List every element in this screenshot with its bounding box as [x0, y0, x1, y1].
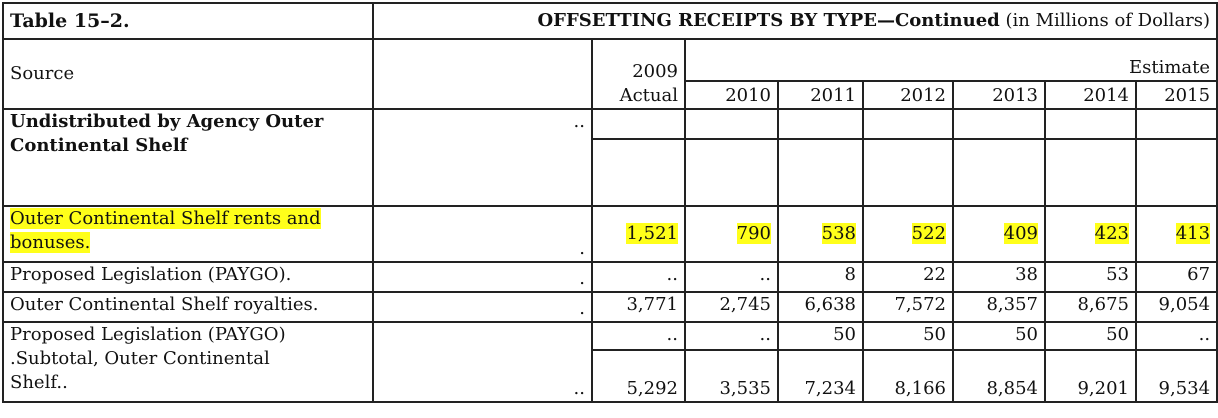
value-cell: 413	[1134, 205, 1218, 263]
row-leader: .	[372, 261, 593, 293]
value-cell: 9,201	[1044, 349, 1137, 403]
row-leader: ..	[372, 321, 593, 403]
label-line: Proposed Legislation (PAYGO)	[10, 324, 286, 345]
row-label-ocs-royalties: Outer Continental Shelf royalties.	[2, 291, 374, 323]
leader-header	[372, 38, 593, 110]
row-label-undistributed: Undistributed by Agency Outer Continenta…	[2, 108, 374, 207]
empty-cell	[862, 138, 954, 207]
empty-cell	[1044, 108, 1137, 140]
value-cell: 8,675	[1044, 291, 1137, 323]
value-text: 1,521	[626, 223, 678, 244]
label-line: Outer Continental Shelf royalties.	[10, 294, 319, 315]
value-text: 790	[736, 223, 771, 244]
value-cell: ..	[591, 261, 686, 293]
value-text: 522	[911, 223, 946, 244]
label-line: Shelf..	[10, 372, 68, 393]
empty-cell	[1044, 138, 1137, 207]
empty-cell	[862, 108, 954, 140]
value-cell: 790	[684, 205, 779, 263]
year-header: 2012	[862, 80, 954, 110]
empty-cell	[684, 138, 779, 207]
label-line: .Subtotal, Outer Continental	[10, 348, 270, 369]
value-cell: 50	[952, 321, 1046, 351]
value-cell: 522	[862, 205, 954, 263]
value-cell: 538	[777, 205, 864, 263]
value-cell: 67	[1134, 261, 1218, 293]
value-cell: ..	[684, 321, 779, 351]
label-line: Outer Continental Shelf rents and	[10, 208, 321, 229]
label-line: Continental Shelf	[10, 135, 188, 156]
empty-cell	[952, 108, 1046, 140]
value-cell: 22	[862, 261, 954, 293]
value-cell: 50	[862, 321, 954, 351]
value-cell: 3,771	[591, 291, 686, 323]
value-cell: 6,638	[777, 291, 864, 323]
empty-cell	[777, 108, 864, 140]
value-cell: 5,292	[591, 349, 686, 403]
empty-cell	[591, 138, 686, 207]
value-text: 413	[1175, 223, 1211, 244]
label-line: Undistributed by Agency Outer	[10, 111, 324, 132]
value-cell: 423	[1044, 205, 1137, 263]
actual-year: 2009	[632, 61, 678, 82]
table-label: Table 15–2.	[2, 2, 374, 40]
label-line: Proposed Legislation (PAYGO).	[10, 264, 292, 285]
row-leader: ..	[372, 108, 593, 207]
offsetting-receipts-table: Table 15–2. OFFSETTING RECEIPTS BY TYPE—…	[2, 2, 1218, 403]
value-cell: ..	[684, 261, 779, 293]
source-header: Source	[2, 38, 374, 110]
value-cell: 50	[777, 321, 864, 351]
row-label-ocs-rents: Outer Continental Shelf rents and bonuse…	[2, 205, 374, 263]
row-label-paygo-royalties-subtotal: Proposed Legislation (PAYGO) .Subtotal, …	[2, 321, 374, 403]
value-cell: 53	[1044, 261, 1137, 293]
year-header: 2011	[777, 80, 864, 110]
actual-label: Actual	[619, 85, 678, 106]
estimate-header: Estimate	[683, 38, 1218, 82]
value-cell: 1,521	[591, 205, 686, 263]
row-leader: .	[372, 205, 593, 263]
label-line: bonuses.	[10, 232, 91, 253]
value-cell: 9,054	[1134, 291, 1218, 323]
value-cell: 8,166	[862, 349, 954, 403]
table-heading-text: OFFSETTING RECEIPTS BY TYPE—Continued	[537, 10, 1000, 31]
actual-header: 2009 Actual	[591, 38, 686, 110]
value-cell: 9,534	[1134, 349, 1218, 403]
empty-cell	[684, 108, 779, 140]
value-cell: 3,535	[684, 349, 779, 403]
value-cell: ..	[1134, 321, 1218, 351]
value-cell: ..	[591, 321, 686, 351]
value-text: 423	[1094, 223, 1129, 244]
value-cell: 2,745	[684, 291, 779, 323]
value-text: 409	[1003, 223, 1038, 244]
value-cell: 38	[952, 261, 1046, 293]
row-leader: .	[372, 291, 593, 323]
year-header: 2015	[1134, 80, 1218, 110]
year-header: 2014	[1044, 80, 1137, 110]
value-cell: 409	[952, 205, 1046, 263]
value-cell: 8,357	[952, 291, 1046, 323]
table-heading: OFFSETTING RECEIPTS BY TYPE—Continued (i…	[371, 2, 1218, 40]
row-label-paygo-rents: Proposed Legislation (PAYGO).	[2, 261, 374, 293]
year-header: 2010	[684, 80, 779, 110]
empty-cell	[591, 108, 686, 140]
empty-cell	[952, 138, 1046, 207]
table-units: (in Millions of Dollars)	[1005, 10, 1211, 31]
value-cell: 7,572	[862, 291, 954, 323]
value-text: 538	[821, 223, 856, 244]
empty-cell	[1134, 108, 1218, 140]
year-header: 2013	[952, 80, 1046, 110]
value-cell: 8	[777, 261, 864, 293]
value-cell: 8,854	[952, 349, 1046, 403]
empty-cell	[777, 138, 864, 207]
value-cell: 50	[1044, 321, 1137, 351]
empty-cell	[1134, 138, 1218, 207]
value-cell: 7,234	[777, 349, 864, 403]
